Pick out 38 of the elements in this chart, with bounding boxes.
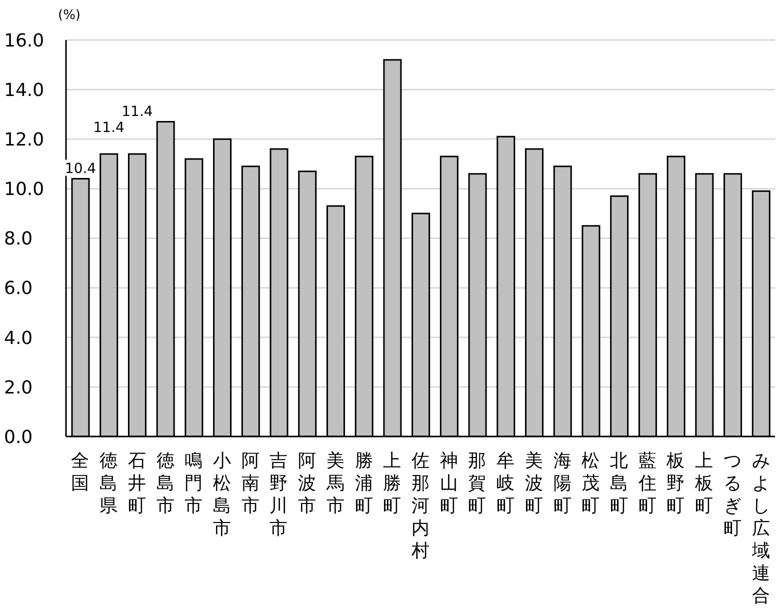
- data-label: 11.4: [93, 120, 125, 136]
- x-tick-label: みよし広域連合: [750, 450, 770, 606]
- x-tick-label: 上板町: [694, 450, 714, 516]
- y-tick-label: 16.0: [4, 30, 44, 52]
- y-tick-label: 0.0: [4, 426, 33, 448]
- x-tick-label: 神山町: [440, 450, 458, 516]
- x-tick-label: 美馬市: [325, 450, 344, 516]
- y-tick-label: 10.0: [4, 179, 44, 200]
- x-tick-label: 全国: [71, 450, 90, 494]
- x-tick-label: 阿南市: [241, 450, 260, 516]
- x-tick-label: 鳴門市: [184, 450, 203, 516]
- x-tick-label: 徳島県: [100, 450, 118, 516]
- x-tick-label: 藍住町: [637, 450, 656, 516]
- y-axis-title: (%): [58, 8, 80, 23]
- x-tick-label: 北島町: [610, 450, 628, 516]
- data-label: 10.4: [64, 160, 96, 177]
- x-tick-label: 海陽町: [553, 450, 572, 516]
- y-tick-label: 12.0: [4, 130, 44, 151]
- x-tick-label: 美波町: [524, 450, 543, 516]
- x-tick-label: 松茂町: [582, 450, 600, 516]
- x-tick-label: 牟岐町: [496, 450, 515, 516]
- x-tick-label: 佐那河内村: [410, 450, 430, 562]
- data-label: 11.4: [122, 104, 153, 120]
- y-tick-label: 14.0: [4, 80, 44, 101]
- x-tick-label: 勝浦町: [354, 450, 373, 516]
- x-tick-label: 那賀町: [468, 450, 486, 516]
- x-tick-label: 小松島市: [212, 450, 231, 539]
- y-tick-label: 8.0: [4, 228, 33, 250]
- x-tick-label: 阿波市: [298, 450, 316, 516]
- x-tick-label: 吉野川市: [270, 450, 288, 539]
- x-tick-label: 板野町: [666, 450, 685, 516]
- x-tick-label: つるぎ町: [723, 450, 742, 539]
- y-tick-label: 4.0: [4, 328, 33, 349]
- y-tick-label: 6.0: [4, 278, 33, 300]
- y-tick-label: 2.0: [4, 377, 33, 398]
- x-tick-label: 徳島市: [156, 450, 174, 516]
- x-tick-label: 上勝町: [383, 450, 402, 516]
- x-tick-label: 石井町: [128, 450, 146, 516]
